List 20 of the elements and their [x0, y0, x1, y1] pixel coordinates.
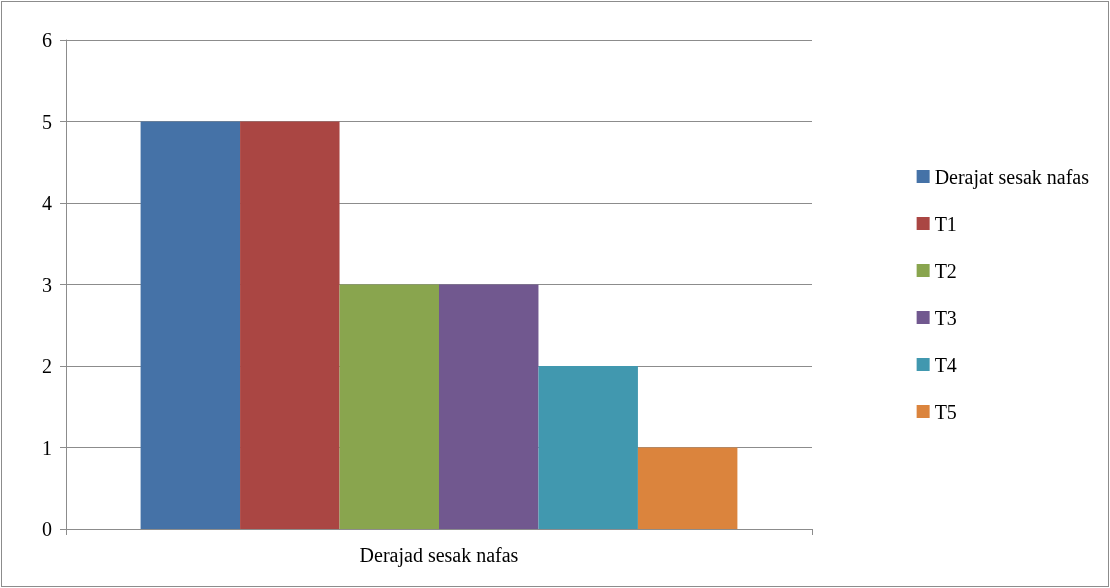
bar: [637, 447, 738, 529]
legend-label: T5: [934, 400, 957, 423]
bar: [240, 121, 340, 529]
legend-label: T2: [934, 259, 957, 282]
y-tick-label: 6: [42, 29, 52, 51]
bar: [140, 121, 241, 529]
y-tick-label: 1: [42, 436, 52, 459]
bar: [439, 284, 539, 529]
legend-label: Derajat sesak nafas: [934, 165, 1090, 189]
bar: [538, 366, 638, 529]
y-tick-label: 3: [42, 273, 52, 296]
y-tick-label: 0: [42, 518, 52, 540]
y-tick-label: 2: [42, 355, 52, 377]
y-tick-label: 4: [42, 192, 52, 214]
legend-label: T4: [934, 353, 957, 376]
x-tick-label: Derajad sesak nafas: [359, 544, 519, 567]
legend-label: T1: [934, 212, 957, 235]
legend-label: T3: [934, 306, 957, 329]
bar: [339, 284, 439, 529]
y-tick-label: 5: [42, 110, 52, 133]
